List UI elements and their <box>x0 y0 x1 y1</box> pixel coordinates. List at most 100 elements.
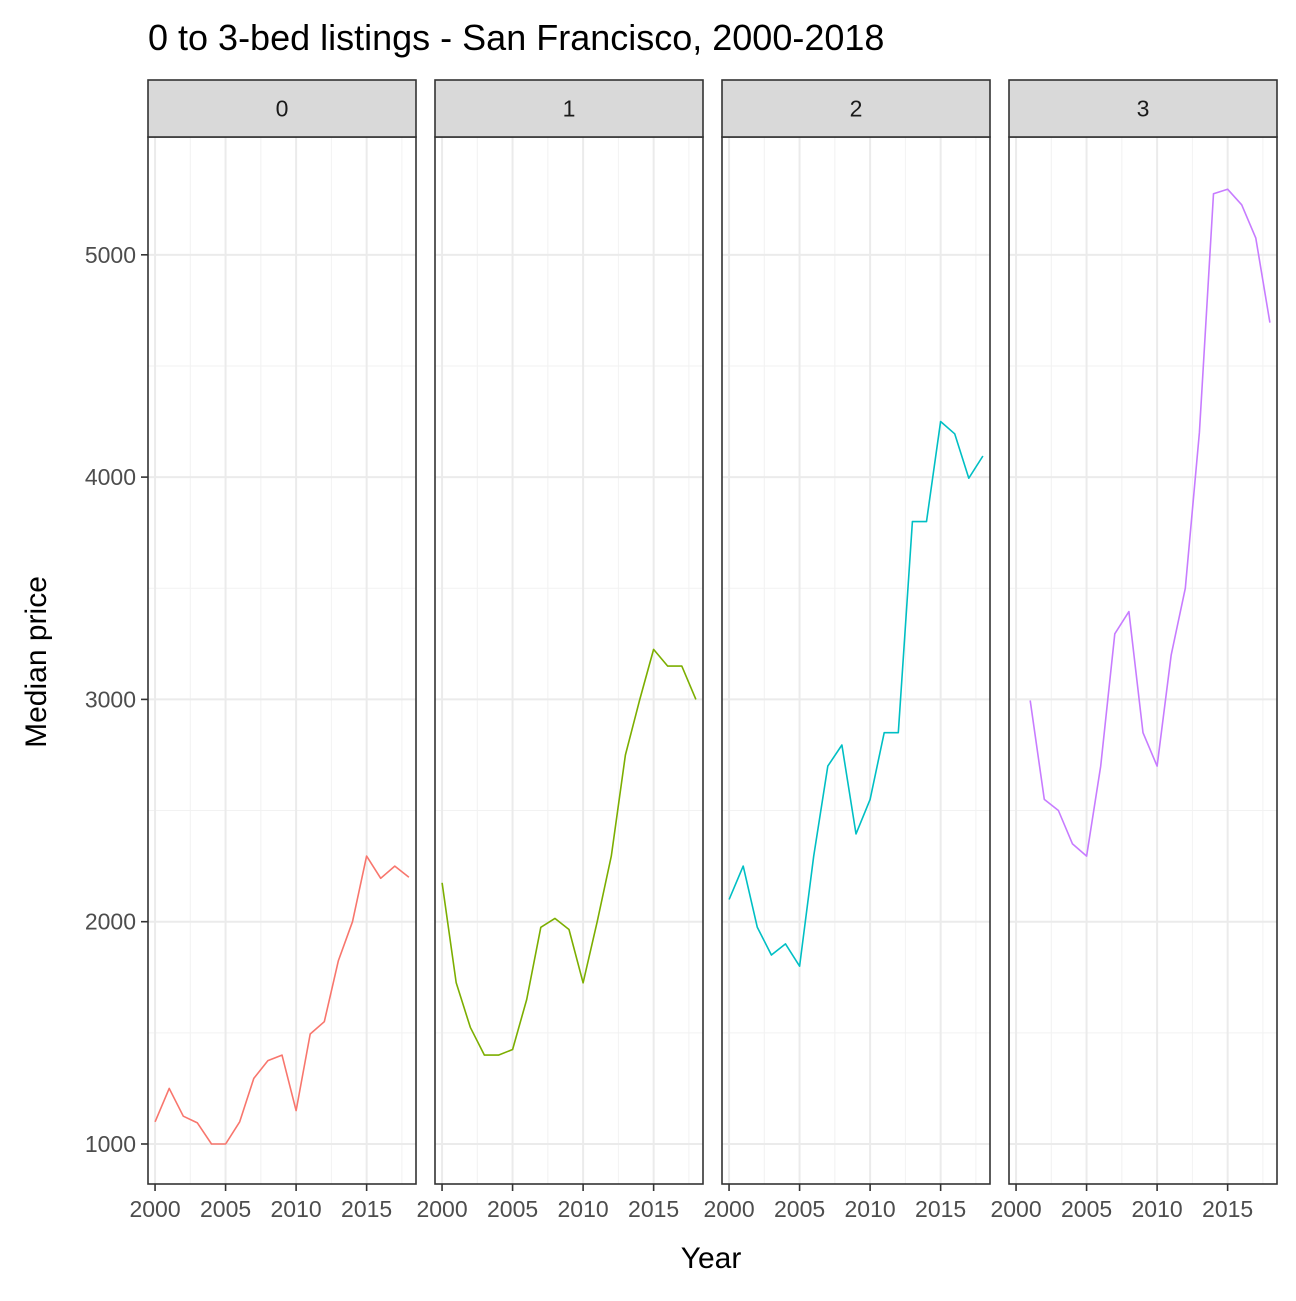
data-point <box>798 965 801 968</box>
data-point <box>1099 765 1102 768</box>
data-point <box>295 1109 298 1112</box>
data-point <box>742 865 745 868</box>
facet-strip-label: 3 <box>1137 96 1150 122</box>
data-point <box>224 1142 227 1145</box>
data-point <box>953 432 956 435</box>
facet-panels: 0 2000 2005 2010 2015 1000 2000 3000 4000 5000 1 20… <box>85 79 1278 1222</box>
data-point <box>281 1054 284 1057</box>
data-point <box>925 520 928 523</box>
data-point <box>379 877 382 880</box>
data-point <box>393 865 396 868</box>
data-point <box>483 1054 486 1057</box>
y-tick-label: 3000 <box>85 686 136 712</box>
x-tick-label: 2000 <box>703 1196 754 1222</box>
x-tick-label: 2000 <box>129 1196 180 1222</box>
data-point <box>407 876 410 879</box>
data-point <box>1057 809 1060 812</box>
data-point <box>337 959 340 962</box>
data-point <box>911 520 914 523</box>
data-point <box>596 920 599 923</box>
facet-panel-0: 0 2000 2005 2010 2015 1000 2000 3000 4000 5000 <box>85 79 417 1222</box>
facet-strip-label: 1 <box>563 96 576 122</box>
data-point <box>728 898 731 901</box>
data-point <box>610 855 613 858</box>
data-point <box>1085 855 1088 858</box>
x-axis-title: Year <box>681 1242 742 1275</box>
facet-strip <box>147 79 417 138</box>
data-point <box>840 743 843 746</box>
facet-strip <box>434 79 704 138</box>
data-point <box>266 1059 269 1062</box>
facet-panel-3: 3 2000 2005 2010 2015 <box>990 79 1278 1222</box>
x-tick-label: 2010 <box>558 1196 609 1222</box>
data-point <box>1043 798 1046 801</box>
data-point <box>812 855 815 858</box>
data-point <box>323 1020 326 1023</box>
panel-background <box>722 137 990 1184</box>
data-point <box>1184 587 1187 590</box>
x-tick-label: 2010 <box>845 1196 896 1222</box>
data-point <box>756 926 759 929</box>
data-point <box>1268 321 1271 324</box>
facet-panel-2: 2 2000 2005 2010 2015 <box>703 79 991 1222</box>
data-point <box>981 454 984 457</box>
y-tick-label: 2000 <box>85 909 136 935</box>
data-point <box>784 942 787 945</box>
data-point <box>666 665 669 668</box>
facet-strip <box>1008 79 1278 138</box>
data-point <box>252 1077 255 1080</box>
data-point <box>553 917 556 920</box>
data-point <box>469 1026 472 1029</box>
x-tick-label: 2005 <box>200 1196 251 1222</box>
data-point <box>939 420 942 423</box>
data-point <box>1240 203 1243 206</box>
data-point <box>1113 632 1116 635</box>
data-point <box>855 832 858 835</box>
data-point <box>1071 842 1074 845</box>
panel-background <box>148 137 416 1184</box>
data-point <box>1029 699 1032 702</box>
panel-background <box>435 137 703 1184</box>
data-point <box>1127 610 1130 613</box>
x-tick-label: 2000 <box>416 1196 467 1222</box>
data-point <box>1142 731 1145 734</box>
data-point <box>351 920 354 923</box>
facet-panel-1: 1 2000 2005 2010 2015 <box>416 79 704 1222</box>
data-point <box>154 1120 157 1123</box>
data-point <box>638 699 641 702</box>
facet-strip-label: 2 <box>850 96 863 122</box>
data-point <box>694 698 697 701</box>
series-line-2 <box>728 420 984 968</box>
data-point <box>869 798 872 801</box>
data-point <box>238 1120 241 1123</box>
data-point <box>652 648 655 651</box>
data-point <box>525 998 528 1001</box>
y-tick-label: 5000 <box>85 242 136 268</box>
data-point <box>168 1087 171 1090</box>
data-point <box>883 731 886 734</box>
x-tick-label: 2000 <box>990 1196 1041 1222</box>
data-point <box>455 981 458 984</box>
x-tick-label: 2010 <box>271 1196 322 1222</box>
data-point <box>680 665 683 668</box>
data-point <box>511 1048 514 1051</box>
series-line-3 <box>1029 188 1271 857</box>
data-point <box>568 928 571 931</box>
facet-strip <box>721 79 991 138</box>
data-point <box>539 926 542 929</box>
y-tick-label: 1000 <box>85 1131 136 1157</box>
data-point <box>196 1121 199 1124</box>
x-tick-label: 2015 <box>628 1196 679 1222</box>
facet-strip-label: 0 <box>276 96 289 122</box>
y-tick-label: 4000 <box>85 464 136 490</box>
data-point <box>826 765 829 768</box>
data-point <box>1198 431 1201 434</box>
x-tick-label: 2005 <box>774 1196 825 1222</box>
data-point <box>365 855 368 858</box>
x-tick-label: 2005 <box>487 1196 538 1222</box>
data-point <box>441 881 444 884</box>
data-point <box>967 477 970 480</box>
x-tick-label: 2005 <box>1061 1196 1112 1222</box>
